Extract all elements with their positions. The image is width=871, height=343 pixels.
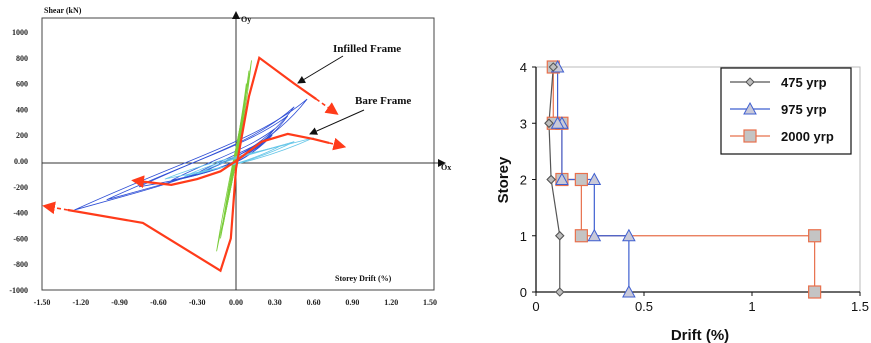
right-y-tick-label: 3	[520, 116, 527, 131]
right-data-point	[622, 228, 636, 242]
left-y-tick-label: 0.00	[14, 157, 28, 166]
left-x-tick-label: 1.50	[423, 298, 437, 307]
right-data-point	[622, 284, 636, 298]
right-data-point	[555, 172, 569, 185]
left-x-tick-label: 0.60	[307, 298, 321, 307]
annotation-bare-frame: Bare Frame	[355, 95, 411, 107]
annotation-infilled-frame: Infilled Frame	[333, 43, 401, 55]
legend-label: 975 yrp	[781, 102, 827, 117]
right-y-ticks: 0 1 2 3 4	[520, 60, 536, 300]
hysteresis-chart: -1.50 -1.20 -0.90 -0.60 -0.30 0.00 0.30 0.60 0.9…	[9, 6, 451, 307]
right-data-point	[550, 116, 565, 129]
left-x-tick-label: 0.90	[345, 298, 359, 307]
right-x-tick-label: 1.5	[851, 299, 869, 314]
hysteresis-loop	[230, 128, 242, 187]
hysteresis-loop	[164, 137, 314, 180]
right-x-ticks: 0 0.5 1 1.5	[532, 292, 869, 314]
right-series-group	[544, 59, 822, 299]
left-y-tick-label: -800	[13, 260, 28, 269]
left-y-axis-label: Shear (kN)	[44, 6, 82, 15]
right-y-tick-label: 0	[520, 285, 527, 300]
left-x-tick-label: 0.00	[229, 298, 243, 307]
left-series-arrow-start	[42, 201, 69, 215]
left-x-tick-label: 0.30	[268, 298, 282, 307]
left-x-tick-label: -1.50	[34, 298, 51, 307]
legend: 475 yrp 975 yrp 2000 yrp	[720, 67, 852, 155]
right-data-point	[587, 228, 602, 242]
left-series-line	[142, 132, 330, 186]
legend-marker	[745, 77, 755, 87]
left-y-tick-label: -600	[13, 234, 28, 243]
left-y-tick-label: 200	[16, 131, 28, 140]
left-series-group	[42, 55, 347, 273]
left-series-arrow-end	[328, 137, 347, 151]
right-data-point	[587, 172, 602, 185]
right-data-point	[808, 285, 822, 299]
right-x-axis-label: Drift (%)	[671, 327, 729, 343]
left-x-tick-label: -0.30	[189, 298, 206, 307]
hysteresis-loops	[74, 60, 314, 252]
right-data-point	[544, 118, 554, 128]
right-data-point	[574, 229, 588, 243]
hysteresis-loop	[106, 106, 295, 201]
right-x-tick-label: 0.5	[635, 299, 653, 314]
left-ox-label: Ox	[441, 163, 451, 172]
left-x-tick-label: -0.60	[150, 298, 167, 307]
left-series-arrow-start	[131, 175, 145, 189]
right-data-point	[546, 174, 556, 185]
right-x-tick-label: 1	[748, 299, 755, 314]
left-y-ticks: 1000 800 600 400 200 0.00 -200 -400 -600 -800 -100…	[9, 28, 28, 295]
left-oy-label: Oy	[241, 15, 251, 24]
annotation-infilled-arrow	[297, 55, 344, 84]
right-y-axis-label: Storey	[495, 156, 512, 203]
legend-marker	[743, 129, 757, 143]
right-data-point	[548, 62, 558, 72]
left-x-tick-label: -1.20	[72, 298, 89, 307]
right-data-point	[555, 231, 565, 241]
left-series-arrow-end	[315, 98, 339, 115]
left-y-tick-label: 600	[16, 80, 28, 89]
legend-marker	[743, 101, 757, 115]
right-y-tick-label: 1	[520, 229, 527, 244]
left-y-tick-label: 800	[16, 54, 28, 63]
legend-label: 475 yrp	[781, 75, 827, 90]
left-series-line	[67, 55, 317, 273]
hysteresis-loop	[74, 98, 308, 211]
hysteresis-loop	[197, 145, 282, 175]
left-y-tick-label: 400	[16, 105, 28, 114]
hysteresis-loop	[171, 128, 276, 181]
right-data-point	[808, 229, 822, 243]
right-x-tick-label: 0	[532, 299, 539, 314]
left-x-axis-label: Storey Drift (%)	[335, 274, 392, 283]
left-y-tick-label: -1000	[9, 286, 28, 295]
left-x-tick-label: 1.20	[384, 298, 398, 307]
left-y-tick-label: -400	[13, 209, 28, 218]
left-y-tick-label: 1000	[12, 28, 28, 37]
storey-drift-chart: 0 0.5 1 1.5 0 1 2 3 4 Drift (%) Storey 475 yrp 9…	[495, 59, 869, 343]
left-x-tick-label: -0.90	[111, 298, 128, 307]
right-y-tick-label: 2	[520, 173, 527, 188]
right-data-point	[574, 172, 588, 187]
right-data-point	[555, 287, 565, 297]
right-y-tick-label: 4	[520, 60, 527, 75]
left-y-tick-label: -200	[13, 183, 28, 192]
legend-label: 2000 yrp	[781, 129, 834, 144]
left-x-ticks: -1.50 -1.20 -0.90 -0.60 -0.30 0.00 0.30 0.60 0.9…	[34, 298, 437, 307]
annotation-bare-arrow	[309, 109, 365, 135]
